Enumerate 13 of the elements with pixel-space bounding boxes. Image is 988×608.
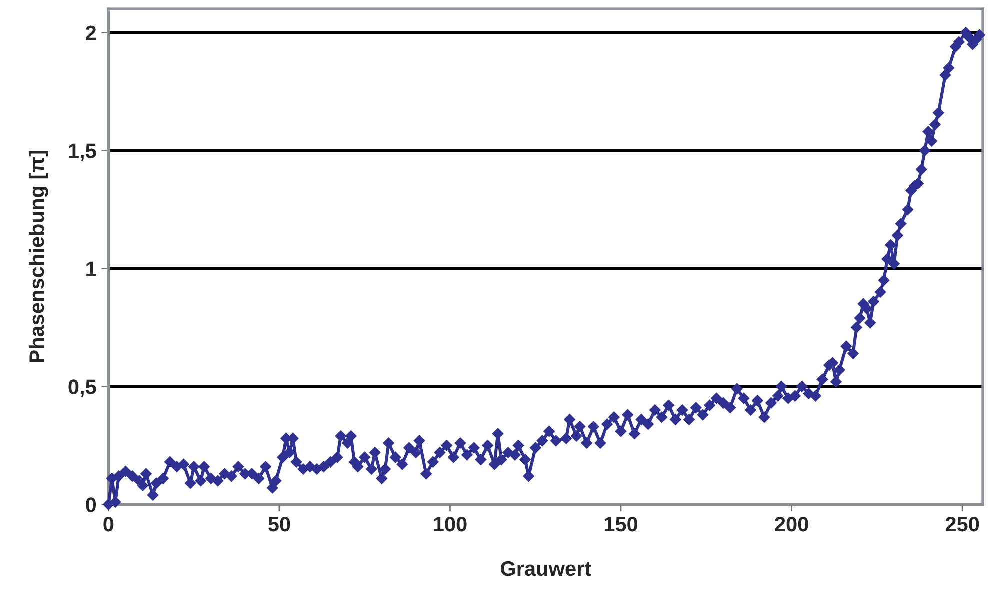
- y-axis-title: Phasenschiebung [π]: [28, 151, 48, 362]
- x-tick-label: 200: [775, 516, 808, 532]
- x-axis-title: Grauwert: [500, 561, 592, 576]
- y-tick-label: 0,5: [68, 380, 96, 398]
- y-tick-label: 1: [86, 262, 96, 276]
- y-tick-label: 1,5: [69, 144, 96, 162]
- y-tick-label: 2: [86, 26, 96, 40]
- x-tick-label: 50: [268, 516, 290, 532]
- x-tick-label: 100: [434, 516, 467, 532]
- y-tick-label: 0: [86, 498, 96, 512]
- x-tick-label: 0: [104, 516, 114, 532]
- x-tick-label: 150: [604, 516, 638, 532]
- x-tick-label: 250: [946, 516, 980, 532]
